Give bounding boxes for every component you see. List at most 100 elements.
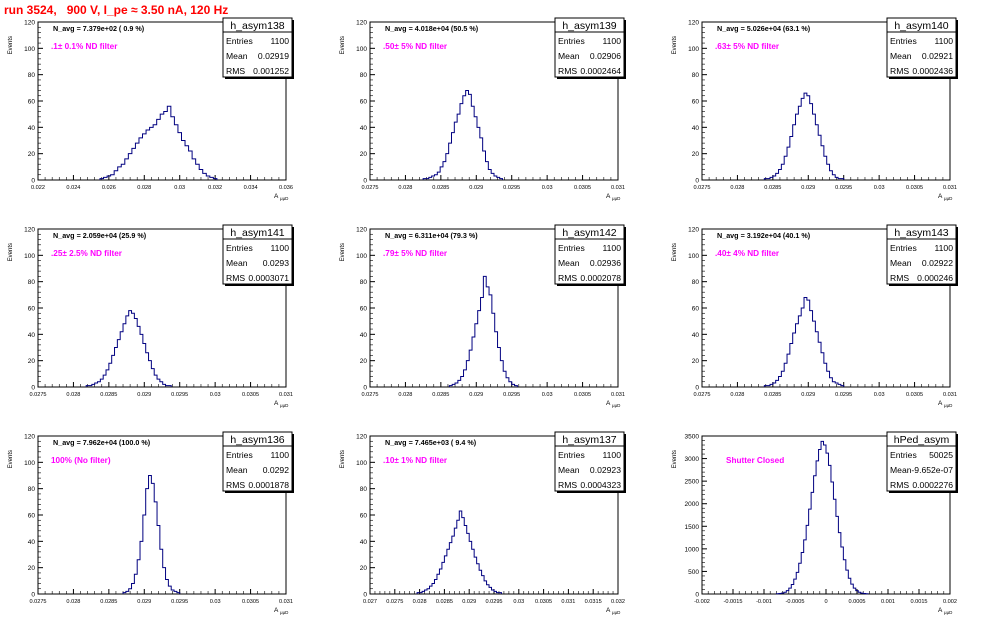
- y-axis-label: Events: [672, 450, 678, 468]
- filter-label: 100% (No filter): [51, 456, 111, 465]
- x-tick-label: 0.03: [174, 185, 185, 191]
- x-tick-label: 0.0285: [100, 392, 117, 398]
- y-tick-label: 40: [28, 539, 36, 546]
- stats-key: RMS: [558, 480, 577, 490]
- y-tick-label: 3000: [685, 456, 700, 463]
- filter-label: .40± 4% ND filter: [715, 249, 780, 258]
- y-tick-label: 40: [692, 332, 700, 339]
- x-tick-label: 0.0295: [171, 599, 188, 605]
- navg-label: N_avg = 7.465e+03 ( 9.4 %): [385, 438, 477, 447]
- histogram-svg: 0 500 1000 1500 2000 2500 3000 3500 -0.002 -0.001…: [672, 431, 958, 615]
- histogram-svg: 0 20 40 60 80 100 120 0.0275 0.028 0.0285 0.029 0.0…: [340, 224, 626, 408]
- y-tick-label: 20: [28, 565, 36, 572]
- y-tick-label: 80: [28, 72, 36, 79]
- x-tick-label: 0.0285: [432, 392, 449, 398]
- filter-label: .25± 2.5% ND filter: [51, 249, 123, 258]
- y-tick-label: 0: [695, 592, 699, 599]
- y-tick-label: 20: [28, 151, 36, 158]
- stats-value: 0.0002436: [912, 66, 953, 76]
- histogram-name: h_asym142: [562, 227, 616, 239]
- x-tick-label: 0.031: [943, 185, 957, 191]
- x-tick-label: 0.028: [398, 185, 412, 191]
- x-tick-label: 0.0275: [361, 392, 378, 398]
- x-tick-label: 0.029: [801, 392, 815, 398]
- stats-key: RMS: [226, 273, 245, 283]
- x-tick-label: 0.0295: [835, 392, 852, 398]
- x-tick-label: 0.0305: [574, 392, 591, 398]
- y-tick-label: 40: [28, 332, 36, 339]
- x-axis-label-subscript: μμD: [944, 610, 953, 615]
- stats-value: 0.000246: [917, 273, 953, 283]
- x-tick-label: 0.0275: [29, 599, 46, 605]
- x-tick-label: 0.031: [943, 392, 957, 398]
- x-tick-label: 0.0295: [503, 185, 520, 191]
- stats-value: 0.0002276: [912, 480, 953, 490]
- x-tick-label: 0.032: [208, 185, 222, 191]
- stats-value: 0.02906: [590, 51, 621, 61]
- y-tick-label: 100: [24, 253, 35, 260]
- navg-label: N_avg = 2.059e+04 (25.9 %): [53, 231, 147, 240]
- x-axis-label: A: [938, 193, 943, 200]
- stats-key: Entries: [890, 243, 917, 253]
- x-tick-label: 0.03: [210, 392, 221, 398]
- stats-value: 0.001252: [253, 66, 289, 76]
- x-tick-label: 0.029: [801, 185, 815, 191]
- x-axis-label: A: [938, 607, 943, 614]
- y-tick-label: 0: [695, 385, 699, 392]
- x-axis-label-subscript: μμD: [944, 196, 953, 201]
- stats-key: Entries: [226, 36, 253, 46]
- x-tick-label: 0.036: [279, 185, 293, 191]
- y-tick-label: 120: [24, 227, 35, 234]
- x-axis-label-subscript: μμD: [612, 403, 621, 408]
- x-tick-label: 0.028: [66, 599, 80, 605]
- x-tick-label: 0.03: [542, 185, 553, 191]
- histogram-name: h_asym139: [562, 20, 616, 32]
- stats-box: h_asym143 Entries 1100 Mean 0.02922 RMS 0.0002…: [886, 224, 958, 286]
- stats-key: Entries: [558, 450, 585, 460]
- stats-value: 1100: [935, 243, 954, 253]
- x-tick-label: 0.0285: [432, 185, 449, 191]
- x-tick-label: 0.028: [66, 392, 80, 398]
- histogram-svg: 0 20 40 60 80 100 120 0.0275 0.028 0.0285 0.029 0.0…: [672, 224, 958, 408]
- stats-key: Entries: [226, 450, 253, 460]
- navg-label: N_avg = 5.026e+04 (63.1 %): [717, 24, 811, 33]
- x-tick-label: 0.0295: [485, 599, 502, 605]
- y-tick-label: 120: [356, 434, 367, 441]
- histogram-panel-h_asym137: 0 20 40 60 80 100 120 0.027 0.0275 0.028 0.0285 0.0…: [332, 414, 664, 621]
- y-tick-label: 120: [688, 227, 699, 234]
- histogram-series: [763, 296, 845, 387]
- stats-value: 0.0002078: [580, 273, 621, 283]
- stats-value: 1100: [603, 450, 622, 460]
- x-tick-label: 0.0275: [693, 185, 710, 191]
- x-axis-label-subscript: μμD: [280, 403, 289, 408]
- stats-box: h_asym136 Entries 1100 Mean 0.0292 RMS 0.00018…: [222, 431, 294, 493]
- y-tick-label: 0: [31, 385, 35, 392]
- x-tick-label: 0.027: [363, 599, 377, 605]
- y-tick-label: 20: [360, 151, 368, 158]
- histogram-series: [99, 105, 218, 180]
- x-axis-label: A: [274, 607, 279, 614]
- y-tick-label: 60: [28, 513, 36, 520]
- filter-label: .10± 1% ND filter: [383, 456, 448, 465]
- y-axis-label: Events: [8, 243, 14, 261]
- x-tick-label: 0.0305: [242, 392, 259, 398]
- y-tick-label: 100: [688, 46, 699, 53]
- filter-label: .79± 5% ND filter: [383, 249, 448, 258]
- x-tick-label: 0.0305: [242, 599, 259, 605]
- x-tick-label: 0.028: [730, 392, 744, 398]
- x-tick-label: 0.028: [730, 185, 744, 191]
- y-tick-label: 20: [692, 151, 700, 158]
- x-axis-label-subscript: μμD: [280, 610, 289, 615]
- y-axis-label: Events: [340, 36, 346, 54]
- stats-key: Entries: [890, 36, 917, 46]
- stats-box: h_asym142 Entries 1100 Mean 0.02936 RMS 0.0002…: [554, 224, 626, 286]
- x-tick-label: 0.0005: [848, 599, 865, 605]
- y-tick-label: 80: [360, 72, 368, 79]
- stats-key: Mean: [890, 258, 912, 268]
- x-tick-label: 0.031: [279, 599, 293, 605]
- y-tick-label: 80: [692, 72, 700, 79]
- histogram-panel-h_asym140: 0 20 40 60 80 100 120 0.0275 0.028 0.0285 0.029 0.0…: [664, 0, 996, 207]
- stats-value: 1100: [271, 450, 290, 460]
- stats-key: Mean: [226, 258, 248, 268]
- x-axis-label: A: [606, 193, 611, 200]
